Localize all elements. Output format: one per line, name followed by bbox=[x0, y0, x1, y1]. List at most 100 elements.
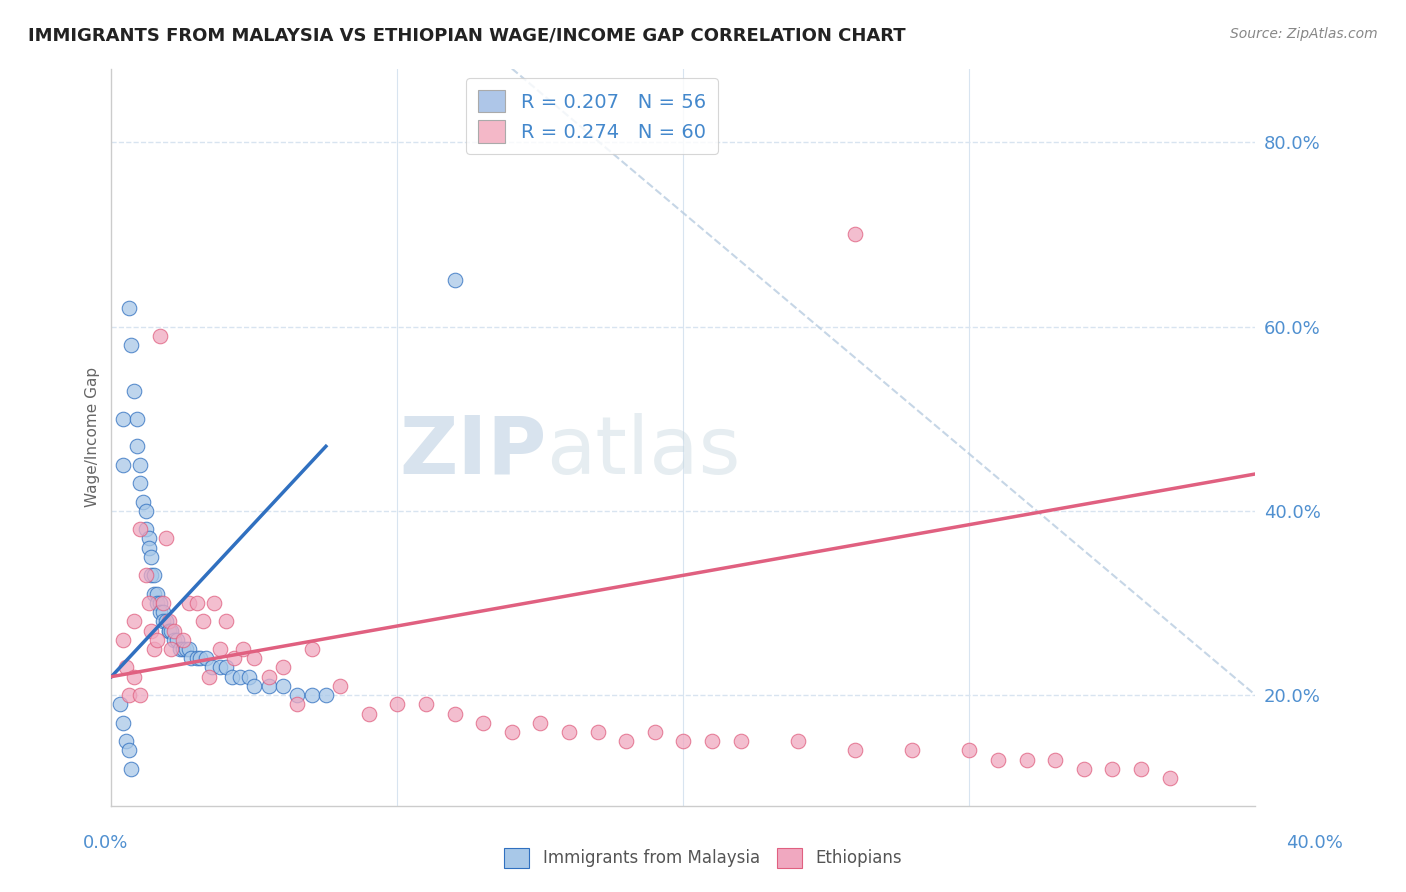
Point bbox=[166, 632, 188, 647]
Point bbox=[160, 624, 183, 638]
Point bbox=[558, 725, 581, 739]
Point bbox=[177, 642, 200, 657]
Point bbox=[146, 596, 169, 610]
Point bbox=[157, 624, 180, 638]
Point bbox=[149, 596, 172, 610]
Point bbox=[141, 568, 163, 582]
Point bbox=[238, 670, 260, 684]
Point bbox=[644, 725, 666, 739]
Point bbox=[132, 494, 155, 508]
Point bbox=[221, 670, 243, 684]
Point bbox=[138, 596, 160, 610]
Point bbox=[124, 615, 146, 629]
Point bbox=[111, 458, 134, 472]
Point bbox=[152, 605, 174, 619]
Point bbox=[177, 596, 200, 610]
Point bbox=[114, 734, 136, 748]
Point bbox=[200, 660, 222, 674]
Point bbox=[135, 504, 157, 518]
Point bbox=[155, 532, 177, 546]
Point bbox=[529, 715, 551, 730]
Point bbox=[169, 642, 191, 657]
Point bbox=[1159, 771, 1181, 785]
Point bbox=[120, 762, 142, 776]
Point bbox=[191, 615, 214, 629]
Point bbox=[357, 706, 380, 721]
Point bbox=[111, 632, 134, 647]
Point bbox=[987, 753, 1010, 767]
Point bbox=[127, 411, 149, 425]
Text: Source: ZipAtlas.com: Source: ZipAtlas.com bbox=[1230, 27, 1378, 41]
Point bbox=[844, 743, 866, 757]
Point bbox=[786, 734, 808, 748]
Point bbox=[229, 670, 252, 684]
Point bbox=[143, 642, 166, 657]
Point bbox=[224, 651, 246, 665]
Text: atlas: atlas bbox=[546, 413, 741, 491]
Point bbox=[315, 688, 337, 702]
Point bbox=[146, 587, 169, 601]
Point bbox=[301, 642, 323, 657]
Point bbox=[257, 679, 280, 693]
Point bbox=[586, 725, 609, 739]
Point bbox=[1045, 753, 1067, 767]
Point bbox=[209, 642, 232, 657]
Point bbox=[257, 670, 280, 684]
Point bbox=[285, 698, 308, 712]
Point bbox=[501, 725, 523, 739]
Point bbox=[127, 439, 149, 453]
Point bbox=[152, 596, 174, 610]
Point bbox=[443, 273, 465, 287]
Point bbox=[271, 679, 294, 693]
Point bbox=[143, 587, 166, 601]
Text: 40.0%: 40.0% bbox=[1286, 834, 1343, 852]
Point bbox=[146, 632, 169, 647]
Point bbox=[163, 624, 186, 638]
Legend: Immigrants from Malaysia, Ethiopians: Immigrants from Malaysia, Ethiopians bbox=[498, 841, 908, 875]
Point bbox=[415, 698, 437, 712]
Point bbox=[672, 734, 695, 748]
Point bbox=[188, 651, 211, 665]
Point bbox=[117, 301, 139, 315]
Point bbox=[243, 679, 266, 693]
Point bbox=[215, 615, 238, 629]
Point bbox=[135, 568, 157, 582]
Point bbox=[155, 615, 177, 629]
Point bbox=[135, 522, 157, 536]
Point bbox=[186, 596, 208, 610]
Point bbox=[160, 642, 183, 657]
Point bbox=[197, 670, 219, 684]
Point bbox=[111, 411, 134, 425]
Point bbox=[163, 632, 186, 647]
Point bbox=[138, 532, 160, 546]
Point bbox=[215, 660, 238, 674]
Point bbox=[209, 660, 232, 674]
Point bbox=[387, 698, 409, 712]
Point bbox=[1015, 753, 1038, 767]
Legend: R = 0.207   N = 56, R = 0.274   N = 60: R = 0.207 N = 56, R = 0.274 N = 60 bbox=[467, 78, 717, 154]
Text: 0.0%: 0.0% bbox=[83, 834, 128, 852]
Point bbox=[129, 522, 152, 536]
Y-axis label: Wage/Income Gap: Wage/Income Gap bbox=[86, 367, 100, 508]
Point bbox=[172, 632, 194, 647]
Point bbox=[901, 743, 924, 757]
Point bbox=[285, 688, 308, 702]
Point bbox=[124, 384, 146, 398]
Point bbox=[443, 706, 465, 721]
Point bbox=[120, 338, 142, 352]
Point bbox=[186, 651, 208, 665]
Point bbox=[472, 715, 495, 730]
Point bbox=[117, 688, 139, 702]
Point bbox=[149, 328, 172, 343]
Point bbox=[271, 660, 294, 674]
Point bbox=[129, 458, 152, 472]
Point bbox=[143, 568, 166, 582]
Point bbox=[1101, 762, 1123, 776]
Point bbox=[141, 624, 163, 638]
Point bbox=[114, 660, 136, 674]
Text: IMMIGRANTS FROM MALAYSIA VS ETHIOPIAN WAGE/INCOME GAP CORRELATION CHART: IMMIGRANTS FROM MALAYSIA VS ETHIOPIAN WA… bbox=[28, 27, 905, 45]
Point bbox=[108, 698, 131, 712]
Point bbox=[157, 615, 180, 629]
Point bbox=[730, 734, 752, 748]
Point bbox=[111, 715, 134, 730]
